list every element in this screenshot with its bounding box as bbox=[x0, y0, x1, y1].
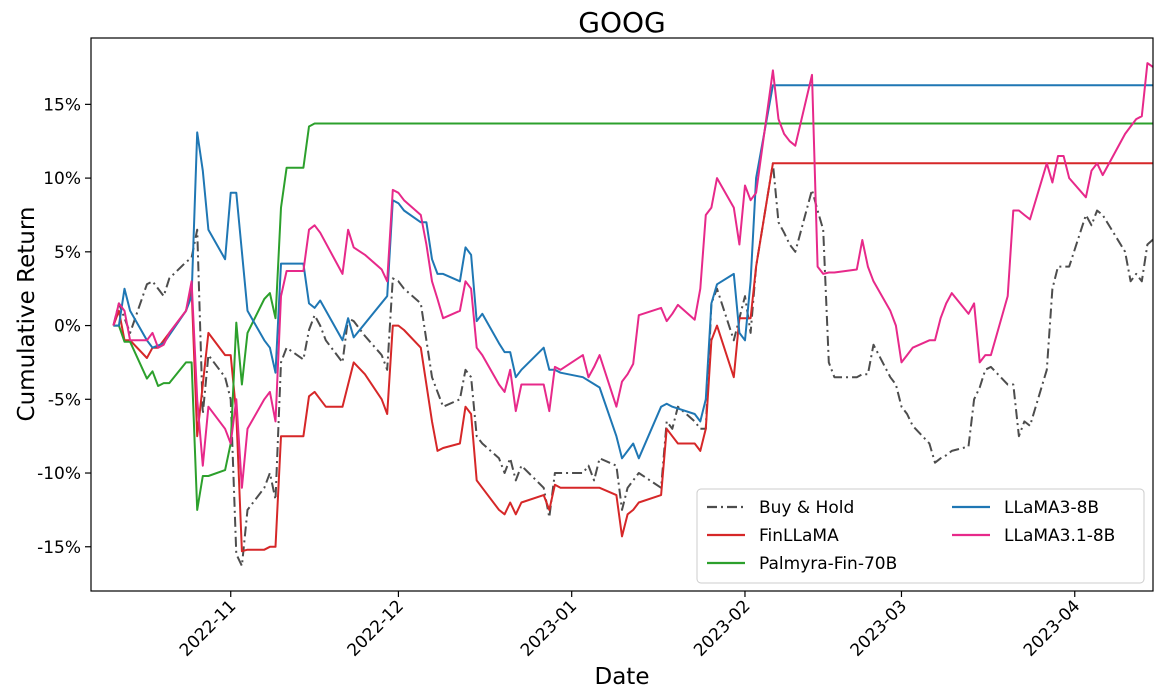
x-tick-label: 2023-02 bbox=[690, 596, 754, 660]
legend: Buy & Hold FinLLaMA Palmyra-Fin-70B LLaMA3-… bbox=[696, 488, 1145, 584]
y-tick-label: 0% bbox=[54, 317, 81, 337]
plot-frame bbox=[90, 37, 1154, 592]
series-line-finllama bbox=[112, 162, 1153, 553]
y-tick-label: 10% bbox=[43, 169, 81, 189]
legend-label-llama3-8b: LLaMA3-8B bbox=[1004, 498, 1099, 518]
y-axis: -15% -10% -5% 0% 5% 10% 15% bbox=[37, 95, 91, 558]
chart-title: GOOG bbox=[578, 6, 665, 39]
series-line-buy-hold bbox=[112, 162, 1153, 567]
series-line-llama3-8b bbox=[113, 84, 1153, 460]
y-axis-label: Cumulative Return bbox=[14, 207, 40, 422]
legend-label-palmyra-fin-70b: Palmyra-Fin-70B bbox=[759, 554, 897, 574]
x-tick-label: 2023-04 bbox=[1020, 596, 1084, 660]
x-axis-label: Date bbox=[595, 664, 650, 690]
x-tick-label: 2022-11 bbox=[176, 596, 240, 660]
x-tick-label: 2023-03 bbox=[847, 596, 911, 660]
series-line-palmyra-fin-70b bbox=[113, 122, 1153, 511]
y-tick-label: -15% bbox=[37, 538, 81, 558]
series-line-llama3-1-8b bbox=[112, 62, 1153, 489]
y-tick-label: 5% bbox=[54, 243, 81, 263]
y-tick-label: 15% bbox=[43, 95, 81, 115]
x-tick-label: 2022-12 bbox=[344, 596, 408, 660]
legend-label-buy-hold: Buy & Hold bbox=[759, 498, 854, 518]
y-tick-label: -10% bbox=[37, 464, 81, 484]
legend-label-finllama: FinLLaMA bbox=[759, 526, 839, 546]
x-tick-label: 2023-01 bbox=[517, 596, 581, 660]
plot-area bbox=[112, 62, 1153, 567]
legend-label-llama3-1-8b: LLaMA3.1-8B bbox=[1004, 526, 1115, 546]
y-tick-label: -5% bbox=[48, 390, 81, 410]
x-axis: 2022-11 2022-12 2023-01 2023-02 2023-03 2023-… bbox=[176, 591, 1084, 661]
legend-box bbox=[696, 488, 1145, 584]
